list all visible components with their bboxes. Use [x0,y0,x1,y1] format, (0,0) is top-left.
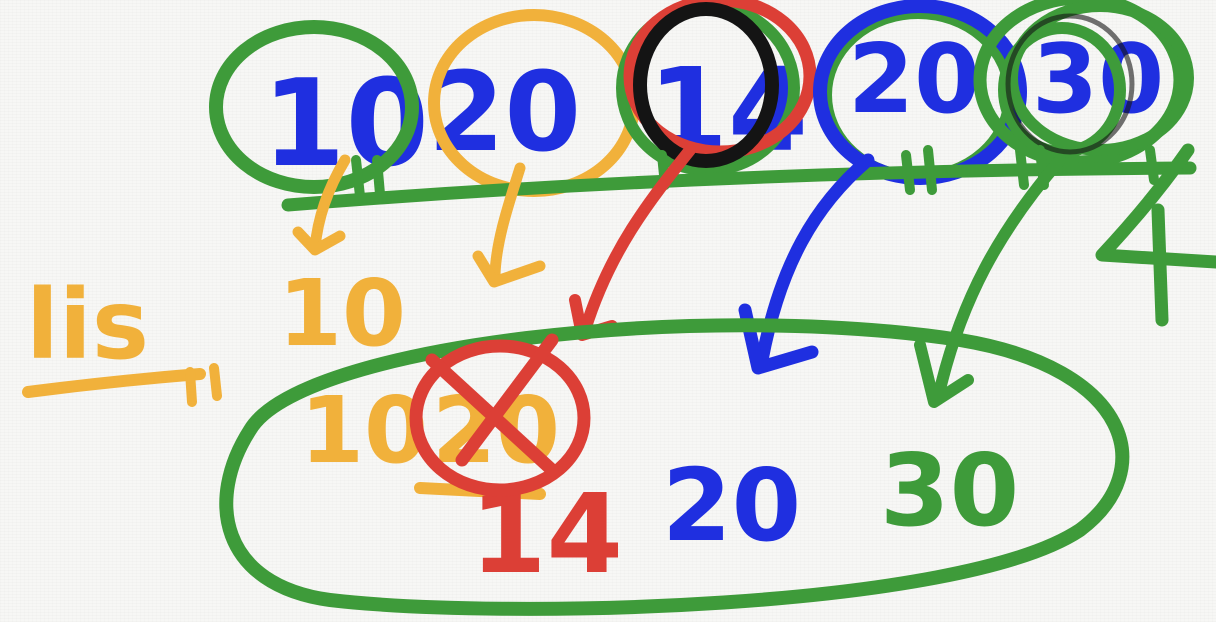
list-label: lis [26,269,149,381]
arrow-20 [489,162,526,281]
length-count: 4 [1095,143,1216,327]
circle-30-dark [1005,13,1135,155]
cross-out-circle [409,339,591,497]
circle-10 [209,20,419,194]
result-ellipse [219,318,1130,616]
circle-30-a [973,0,1187,169]
replace-mark [409,333,591,497]
arrow-14 [579,144,696,336]
input-item-20-second: 20 [848,25,980,135]
arrow-10 [309,154,351,254]
input-list: 10 20 14 20 30 [262,25,1164,194]
arrow-30 [932,154,1066,404]
circle-30-b [1006,0,1194,156]
list-label-underline [22,368,206,398]
intermediate-value: 10 [278,260,406,367]
result-item-30: 30 [880,432,1019,549]
list-label-group: lis 10 [22,260,406,407]
length-count-text: 4 [1140,289,1142,291]
result-list: 10 20 14 20 30 [300,377,1019,598]
circle-14-black [633,2,779,168]
result-item-20: 20 [662,447,801,564]
result-item-10: 10 [300,377,428,484]
circle-14-red [623,0,817,159]
